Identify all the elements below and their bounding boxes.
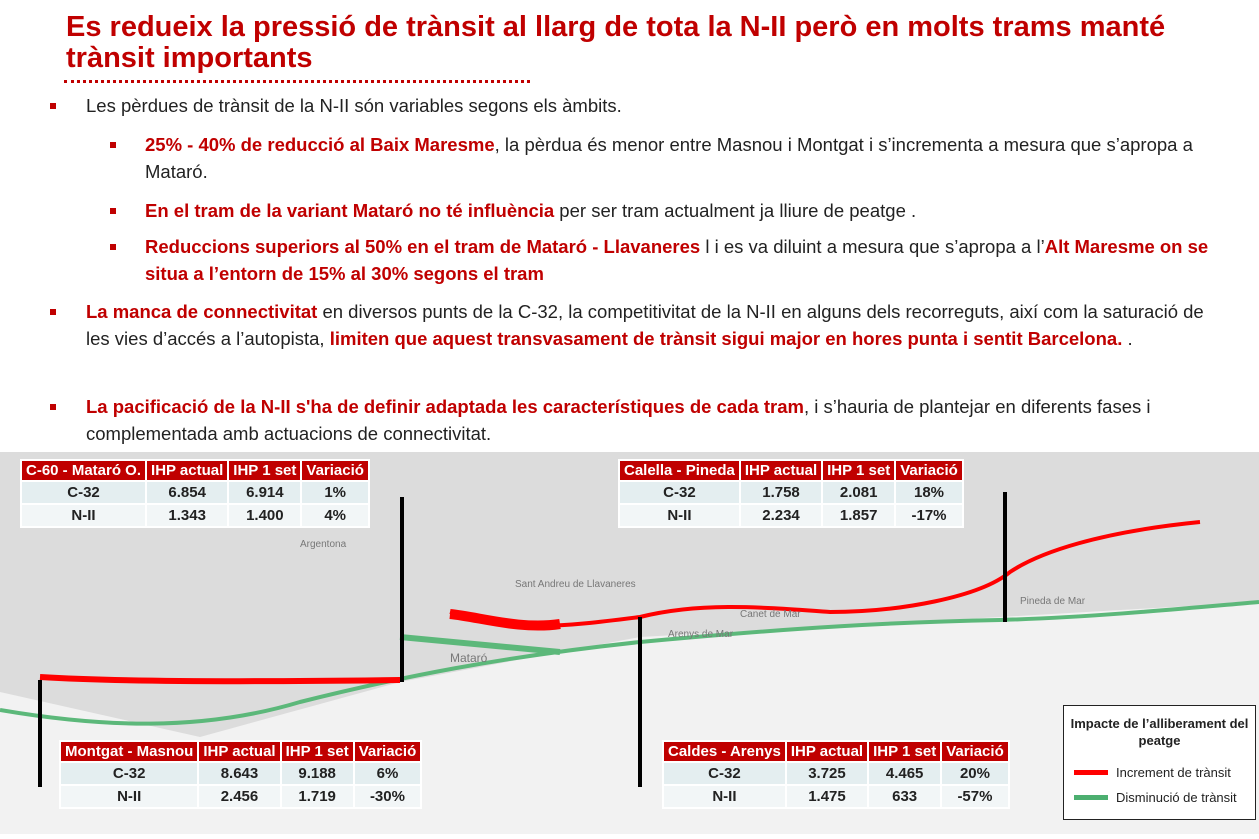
- table-cell: N-II: [61, 786, 198, 807]
- table-cell: -57%: [942, 786, 1008, 807]
- table-cell: -17%: [896, 505, 962, 526]
- decrease-route-mataro: [399, 634, 561, 655]
- table-cell: C-32: [664, 763, 785, 784]
- table-cell: IHP actual: [199, 742, 280, 761]
- table-cell: 1.343: [147, 505, 228, 526]
- legend-title: Impacte de l’alliberament del peatge: [1070, 716, 1249, 748]
- table-cell: IHP actual: [740, 461, 822, 480]
- table-calella-pineda: Calella - Pineda IHP actual IHP 1 set Varia…: [618, 459, 964, 528]
- table-cell: 6.914: [229, 482, 301, 503]
- table-cell: 4%: [302, 505, 368, 526]
- map-label-argentona: Argentona: [300, 539, 347, 550]
- table-cell: C-32: [61, 763, 198, 784]
- bullet-1a: 25% - 40% de reducció al Baix Maresme, l…: [145, 134, 1193, 182]
- table-row: N-II 1.475 633 -57%: [664, 786, 1008, 807]
- legend-increase: Increment de trànsit: [1116, 765, 1231, 780]
- table-cell: IHP actual: [786, 742, 868, 761]
- table-cell: Variació: [942, 742, 1008, 761]
- table-row: N-II 1.343 1.400 4%: [22, 505, 368, 526]
- table-row: C-32 6.854 6.914 1%: [22, 482, 368, 503]
- table-cell: 2.456: [199, 786, 280, 807]
- table-cell: 1.719: [281, 786, 353, 807]
- table-cell: -30%: [354, 786, 421, 807]
- map-label-mataro: Mataró: [450, 651, 488, 665]
- table-cell: N-II: [620, 505, 739, 526]
- table-cell: Variació: [354, 742, 421, 761]
- bullet-icon: [50, 404, 56, 410]
- table-cell: 6%: [354, 763, 421, 784]
- table-cell: 8.643: [199, 763, 280, 784]
- table-cell: 18%: [896, 482, 962, 503]
- table-cell: 1.758: [740, 482, 822, 503]
- legend-decrease: Disminució de trànsit: [1116, 790, 1237, 805]
- table-cell: 1%: [302, 482, 368, 503]
- bullet-icon: [50, 103, 56, 109]
- table-c60-mataro: C-60 - Mataró O. IHP actual IHP 1 set Varia…: [20, 459, 370, 528]
- table-cell: 4.465: [869, 763, 941, 784]
- page-title: Es redueix la pressió de trànsit al llar…: [66, 11, 1166, 74]
- bullet-1: Les pèrdues de trànsit de la N-II són va…: [86, 95, 622, 116]
- table-cell: 1.400: [229, 505, 301, 526]
- map-legend: Impacte de l’alliberament del peatge Inc…: [1063, 705, 1256, 820]
- table-cell: IHP 1 set: [823, 461, 895, 480]
- bullet-1b: En el tram de la variant Mataró no té in…: [145, 200, 917, 221]
- table-cell: Calella - Pineda: [620, 461, 739, 480]
- table-row: C-32 1.758 2.081 18%: [620, 482, 962, 503]
- table-row: N-II 2.456 1.719 -30%: [61, 786, 421, 807]
- bullet-2: La manca de connectivitat en diversos pu…: [86, 301, 1204, 349]
- table-row: C-32 3.725 4.465 20%: [664, 763, 1008, 784]
- map-label-canet: Canet de Mar: [740, 609, 801, 620]
- table-cell: 1.857: [823, 505, 895, 526]
- bullet-icon: [50, 309, 56, 315]
- table-cell: Caldes - Arenys: [664, 742, 785, 761]
- table-cell: IHP 1 set: [281, 742, 353, 761]
- increase-route-c32-south: [39, 674, 401, 685]
- table-cell: N-II: [664, 786, 785, 807]
- decrease-swatch-icon: [1074, 795, 1108, 800]
- increase-swatch-icon: [1074, 770, 1108, 775]
- table-cell: IHP actual: [147, 461, 228, 480]
- bullet-icon: [110, 244, 116, 250]
- table-cell: 1.475: [786, 786, 868, 807]
- table-cell: 6.854: [147, 482, 228, 503]
- table-row: N-II 2.234 1.857 -17%: [620, 505, 962, 526]
- increase-route-c32-north: [449, 520, 1201, 628]
- table-cell: C-32: [22, 482, 146, 503]
- table-cell: 20%: [942, 763, 1008, 784]
- table-row: C-32 8.643 9.188 6%: [61, 763, 421, 784]
- increase-route-mataro: [449, 609, 561, 631]
- title-divider: [64, 80, 530, 83]
- bullet-1c: Reduccions superiors al 50% en el tram d…: [145, 236, 1209, 284]
- map-label-llavaneres: Sant Andreu de Llavaneres: [515, 579, 636, 590]
- bullet-icon: [110, 208, 116, 214]
- table-cell: N-II: [22, 505, 146, 526]
- bullet-3: La pacificació de la N-II s'ha de defini…: [86, 396, 1151, 444]
- bullet-icon: [110, 142, 116, 148]
- table-cell: Variació: [896, 461, 962, 480]
- table-cell: 2.234: [740, 505, 822, 526]
- map-label-arenys: Arenys de Mar: [668, 629, 734, 640]
- table-cell: Montgat - Masnou: [61, 742, 198, 761]
- table-cell: 9.188: [281, 763, 353, 784]
- table-cell: C-60 - Mataró O.: [22, 461, 146, 480]
- table-cell: C-32: [620, 482, 739, 503]
- table-cell: 3.725: [786, 763, 868, 784]
- table-cell: 2.081: [823, 482, 895, 503]
- table-montgat-masnou: Montgat - Masnou IHP actual IHP 1 set Varia…: [59, 740, 423, 809]
- map-label-pineda: Pineda de Mar: [1020, 596, 1086, 607]
- table-caldes-arenys: Caldes - Arenys IHP actual IHP 1 set Variac…: [662, 740, 1010, 809]
- table-cell: IHP 1 set: [229, 461, 301, 480]
- table-cell: Variació: [302, 461, 368, 480]
- table-cell: 633: [869, 786, 941, 807]
- table-cell: IHP 1 set: [869, 742, 941, 761]
